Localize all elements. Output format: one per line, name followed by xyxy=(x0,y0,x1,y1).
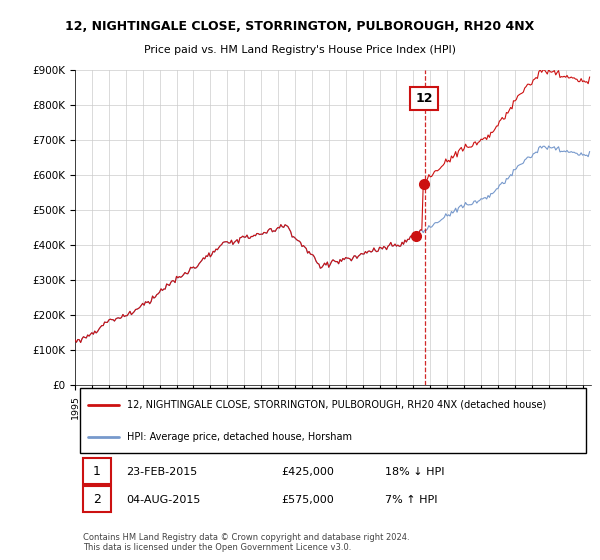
Text: 12: 12 xyxy=(415,91,433,105)
Text: £425,000: £425,000 xyxy=(281,466,334,477)
Text: 12, NIGHTINGALE CLOSE, STORRINGTON, PULBOROUGH, RH20 4NX (detached house): 12, NIGHTINGALE CLOSE, STORRINGTON, PULB… xyxy=(127,399,546,409)
FancyBboxPatch shape xyxy=(83,458,111,484)
FancyBboxPatch shape xyxy=(80,388,586,453)
Text: 12, NIGHTINGALE CLOSE, STORRINGTON, PULBOROUGH, RH20 4NX: 12, NIGHTINGALE CLOSE, STORRINGTON, PULB… xyxy=(65,20,535,32)
FancyBboxPatch shape xyxy=(83,486,111,512)
Text: Contains HM Land Registry data © Crown copyright and database right 2024.
This d: Contains HM Land Registry data © Crown c… xyxy=(83,533,409,552)
Text: 23-FEB-2015: 23-FEB-2015 xyxy=(127,466,198,477)
Text: 04-AUG-2015: 04-AUG-2015 xyxy=(127,494,201,505)
Text: £575,000: £575,000 xyxy=(281,494,334,505)
Text: Price paid vs. HM Land Registry's House Price Index (HPI): Price paid vs. HM Land Registry's House … xyxy=(144,45,456,55)
Text: 7% ↑ HPI: 7% ↑ HPI xyxy=(385,494,437,505)
Text: 18% ↓ HPI: 18% ↓ HPI xyxy=(385,466,444,477)
Text: HPI: Average price, detached house, Horsham: HPI: Average price, detached house, Hors… xyxy=(127,432,352,442)
Text: 2: 2 xyxy=(93,493,101,506)
Text: 1: 1 xyxy=(93,465,101,478)
